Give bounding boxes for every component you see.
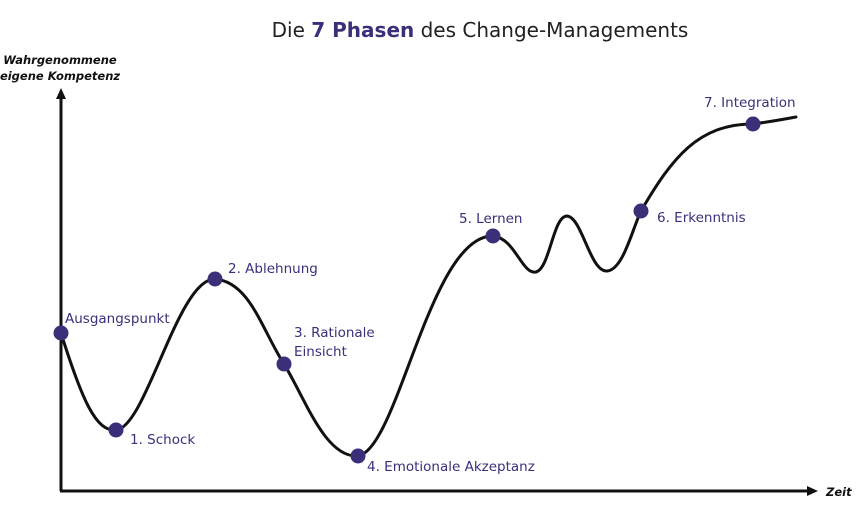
y-axis-label-line2: eigene Kompetenz <box>0 69 120 83</box>
y-axis-label-line1: Wahrgenommene <box>3 53 117 67</box>
y-axis-arrow-icon <box>56 88 66 99</box>
x-axis-label: Zeit <box>825 485 852 499</box>
phase-marker-3 <box>276 356 292 372</box>
phase-label-1: 1. Schock <box>130 432 195 448</box>
phase-marker-7 <box>745 116 761 132</box>
phase-marker-start <box>53 325 69 341</box>
phase-marker-5 <box>485 228 501 244</box>
title-highlight: 7 Phasen <box>311 18 414 42</box>
phase-marker-6 <box>633 203 649 219</box>
phase-label-4: 4. Emotionale Akzeptanz <box>367 459 535 475</box>
phase-label-2: 2. Ablehnung <box>228 261 318 277</box>
phase-marker-2 <box>207 271 223 287</box>
change-curve <box>59 115 798 458</box>
diagram-title: Die 7 Phasen des Change-Managements <box>272 18 689 42</box>
phase-marker-1 <box>108 422 124 438</box>
x-axis-arrow-icon <box>807 486 818 496</box>
phase-label-5: 5. Lernen <box>459 211 523 227</box>
phase-label-7: 7. Integration <box>704 95 796 111</box>
title-prefix: Die <box>272 18 312 42</box>
phase-label-start: Ausgangspunkt <box>65 311 170 327</box>
phase-label-3-line2: Einsicht <box>294 344 347 360</box>
title-suffix: des Change-Managements <box>414 18 688 42</box>
phase-marker-4 <box>350 448 366 464</box>
phase-label-3-line1: 3. Rationale <box>294 325 375 341</box>
phase-label-6: 6. Erkenntnis <box>657 210 746 226</box>
